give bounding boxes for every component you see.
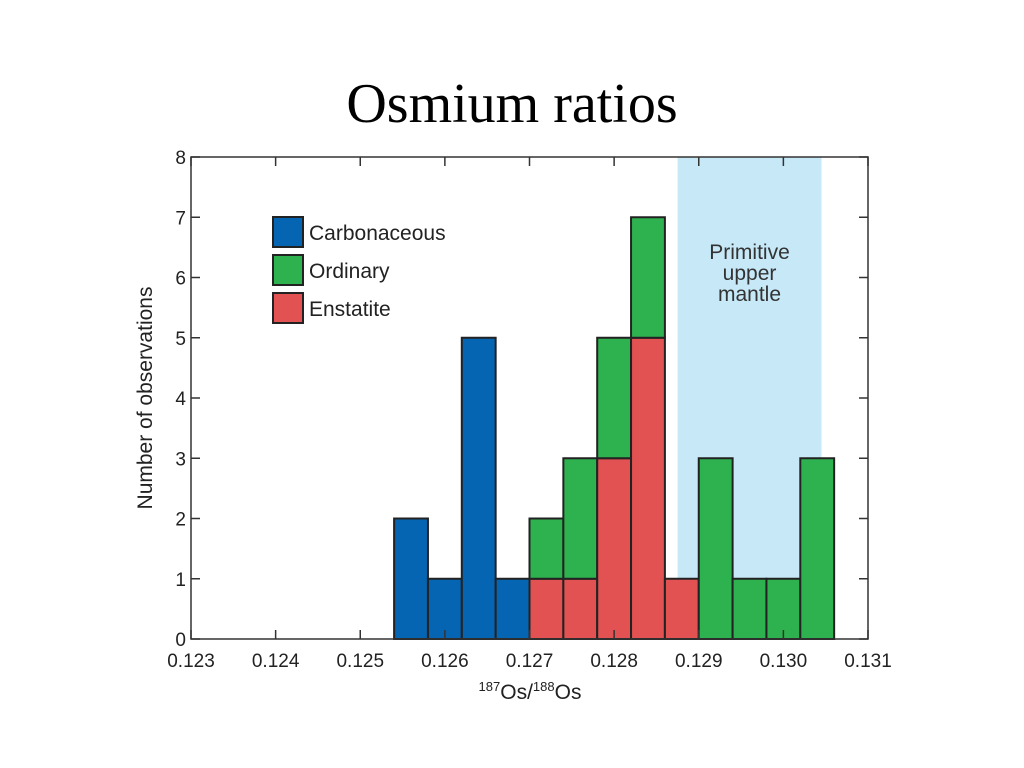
- legend: Carbonaceous Ordinary Enstatite: [272, 216, 446, 324]
- x-tick-label: 0.126: [421, 651, 469, 672]
- region-label-line-1: Primitive: [709, 241, 790, 264]
- x-tick-label: 0.131: [844, 651, 892, 672]
- x-axis-label: 187Os/188Os: [479, 679, 582, 704]
- y-tick-label: 4: [175, 389, 186, 410]
- legend-label-ordinary: Ordinary: [309, 260, 390, 283]
- bar-carbonaceous-4: [494, 577, 531, 640]
- bar-carbonaceous-2: [426, 577, 463, 640]
- x-tick-label: 0.128: [590, 651, 638, 672]
- x-axis-label-base1: Os/: [500, 681, 533, 704]
- bar-ordinary-12: [765, 577, 802, 640]
- legend-swatch-enstatite: [272, 292, 304, 324]
- x-tick-label: 0.129: [675, 651, 723, 672]
- y-tick-label: 8: [175, 148, 186, 169]
- bar-ordinary-11: [731, 577, 768, 640]
- legend-label-enstatite: Enstatite: [309, 298, 391, 321]
- x-tick-label: 0.124: [252, 651, 300, 672]
- y-axis-label: Number of observations: [134, 287, 157, 510]
- x-axis-label-sup2: 188: [533, 679, 555, 694]
- bar-enstatite-6: [562, 577, 599, 640]
- bar-enstatite-8: [630, 336, 666, 640]
- x-tick-label: 0.127: [506, 651, 554, 672]
- bar-ordinary-5: [528, 517, 565, 580]
- y-tick-label: 2: [175, 510, 186, 531]
- slide-title: Osmium ratios: [346, 73, 678, 135]
- y-tick-label: 6: [175, 269, 186, 290]
- bar-ordinary-8: [630, 216, 666, 339]
- region-label-line-3: mantle: [718, 283, 781, 306]
- y-tick-label: 0: [175, 630, 186, 651]
- bar-ordinary-13: [799, 457, 836, 640]
- axes-layer: 0.123 0.124 0.125 0.126 0.127 0.128 0.129 0.130…: [167, 148, 892, 672]
- x-tick-label: 0.130: [760, 651, 808, 672]
- x-tick-label: 0.125: [336, 651, 384, 672]
- legend-swatch-carbonaceous: [272, 216, 304, 248]
- bar-ordinary-6: [562, 457, 599, 580]
- x-axis-label-base2: Os: [555, 681, 582, 704]
- y-tick-label: 7: [175, 208, 186, 229]
- legend-swatch-ordinary: [272, 254, 304, 286]
- bar-carbonaceous-3: [460, 336, 497, 640]
- bar-ordinary-7: [596, 336, 633, 460]
- y-tick-label: 1: [175, 570, 186, 591]
- bars-layer: [393, 216, 836, 640]
- bar-enstatite-5: [528, 577, 565, 640]
- bar-ordinary-10: [697, 457, 734, 640]
- bar-enstatite-7: [596, 457, 633, 640]
- legend-label-carbonaceous: Carbonaceous: [309, 222, 446, 245]
- y-tick-label: 5: [175, 329, 186, 350]
- x-tick-label: 0.123: [167, 651, 215, 672]
- region-label-line-2: upper: [723, 262, 777, 285]
- y-tick-label: 3: [175, 449, 186, 470]
- bar-carbonaceous-1: [393, 517, 429, 640]
- x-axis-label-sup1: 187: [479, 679, 501, 694]
- bar-enstatite-9: [663, 577, 700, 640]
